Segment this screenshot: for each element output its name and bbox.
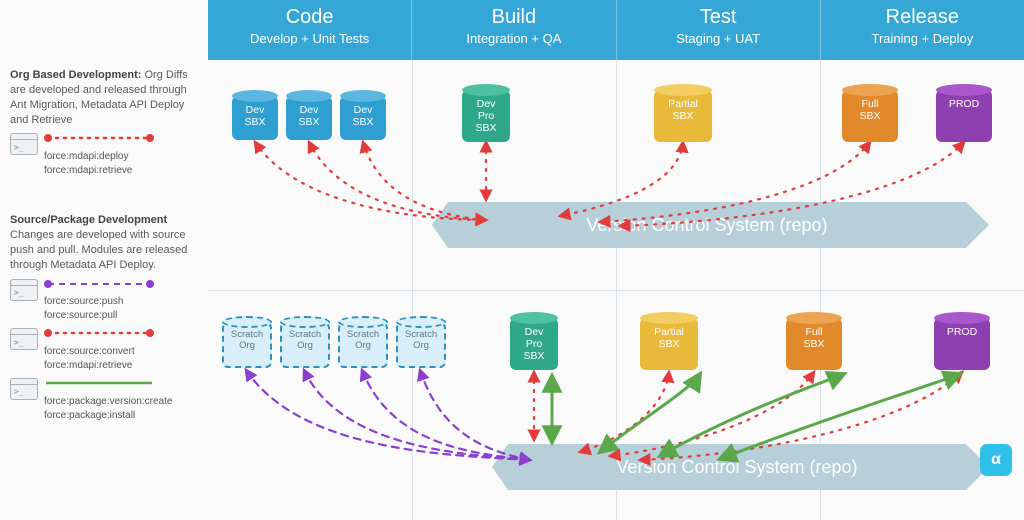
terminal-icon xyxy=(10,328,38,350)
cylinder-dev: DevSBX xyxy=(340,96,386,140)
stage-title: Code xyxy=(212,6,407,29)
terminal-icon xyxy=(10,133,38,155)
legend-cmd: force:package:install xyxy=(44,409,172,423)
vcs-banner-bottom: Version Control System (repo) xyxy=(508,444,966,490)
pkg-dev-body: Changes are developed with source push a… xyxy=(10,229,187,271)
cylinder-green: DevProSBX xyxy=(510,318,558,370)
stage-title: Release xyxy=(825,6,1020,29)
legend-cmd: force:source:convert xyxy=(44,345,154,359)
vcs-label: Version Control System (repo) xyxy=(586,215,827,236)
terminal-icon xyxy=(10,279,38,301)
cylinder-full: FullSBX xyxy=(786,318,842,370)
cylinder-full: FullSBX xyxy=(842,90,898,142)
stage-sub: Staging + UAT xyxy=(621,31,816,46)
stage-test: Test Staging + UAT xyxy=(617,0,821,60)
vcs-label: Version Control System (repo) xyxy=(616,457,857,478)
legend-cmd: force:mdapi:retrieve xyxy=(44,359,154,373)
legend-cmd: force:mdapi:retrieve xyxy=(44,164,154,178)
legend-line-red xyxy=(44,133,154,143)
vcs-banner-top: Version Control System (repo) xyxy=(448,202,966,248)
cylinder-scratch: ScratchOrg xyxy=(222,322,272,368)
brand-badge: α xyxy=(980,444,1012,476)
legend-line-purple xyxy=(44,279,154,289)
sidebar: Org Based Development: Org Diffs are dev… xyxy=(0,60,208,444)
stage-sub: Develop + Unit Tests xyxy=(212,31,407,46)
cylinder-green: DevProSBX xyxy=(462,90,510,142)
legend-cmd: force:source:push xyxy=(44,295,154,309)
legend-cmd: force:source:pull xyxy=(44,309,154,323)
org-dev-title: Org Based Development: xyxy=(10,69,141,81)
stage-header-row: Code Develop + Unit Tests Build Integrat… xyxy=(208,0,1024,60)
stage-title: Test xyxy=(621,6,816,29)
cylinder-dev: DevSBX xyxy=(286,96,332,140)
cylinder-scratch: ScratchOrg xyxy=(280,322,330,368)
org-dev-block: Org Based Development: Org Diffs are dev… xyxy=(10,68,198,177)
badge-text: α xyxy=(991,451,1001,469)
stage-sub: Integration + QA xyxy=(416,31,611,46)
legend-line-green xyxy=(44,378,154,388)
stage-sub: Training + Deploy xyxy=(825,31,1020,46)
stage-code: Code Develop + Unit Tests xyxy=(208,0,412,60)
legend-cmd: force:package:version:create xyxy=(44,395,172,409)
cylinder-scratch: ScratchOrg xyxy=(338,322,388,368)
cylinder-scratch: ScratchOrg xyxy=(396,322,446,368)
cylinder-partial: PartialSBX xyxy=(654,90,712,142)
cylinder-partial: PartialSBX xyxy=(640,318,698,370)
pkg-dev-title: Source/Package Development xyxy=(10,214,167,226)
legend-cmd: force:mdapi:deploy xyxy=(44,150,154,164)
cylinder-dev: DevSBX xyxy=(232,96,278,140)
stage-build: Build Integration + QA xyxy=(412,0,616,60)
terminal-icon xyxy=(10,378,38,400)
stage-title: Build xyxy=(416,6,611,29)
legend-line-red xyxy=(44,328,154,338)
cylinder-prod: PROD xyxy=(936,90,992,142)
pkg-dev-block: Source/Package Development Changes are d… xyxy=(10,213,198,422)
cylinder-prod: PROD xyxy=(934,318,990,370)
stage-release: Release Training + Deploy xyxy=(821,0,1024,60)
